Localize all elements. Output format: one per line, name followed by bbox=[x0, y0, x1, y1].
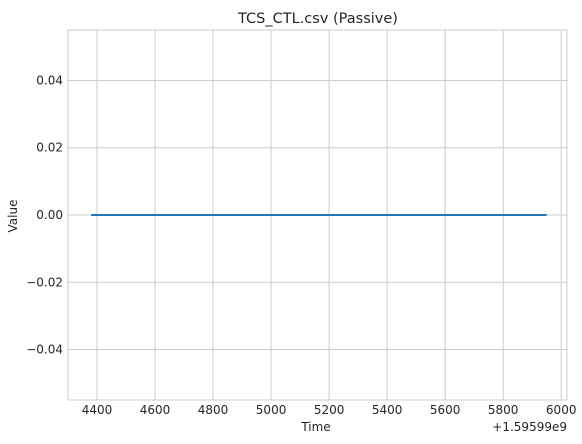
plot-frame bbox=[67, 29, 568, 401]
y-tick-label: −0.02 bbox=[26, 275, 63, 289]
y-tick-label: 0.02 bbox=[36, 141, 63, 155]
x-axis-label: Time bbox=[300, 420, 330, 434]
x-tick-label: 5200 bbox=[314, 403, 345, 417]
x-tick-label: 5400 bbox=[372, 403, 403, 417]
chart-title: TCS_CTL.csv (Passive) bbox=[237, 11, 398, 27]
x-tick-label: 6000 bbox=[546, 403, 577, 417]
y-tick-label: 0.00 bbox=[36, 208, 63, 222]
x-axis-offset-label: +1.59599e9 bbox=[492, 420, 567, 434]
x-tick-label: 4400 bbox=[82, 403, 113, 417]
y-axis-label: Value bbox=[6, 200, 20, 233]
x-tick-label: 5800 bbox=[488, 403, 519, 417]
plot-area: 4400 4600 4800 5000 5200 5400 5600 5800 6000 0.04… bbox=[26, 29, 577, 417]
y-tick-label: −0.04 bbox=[26, 343, 63, 357]
x-tick-label: 4800 bbox=[198, 403, 229, 417]
y-tick-label: 0.04 bbox=[36, 73, 63, 87]
x-tick-label: 4600 bbox=[140, 403, 171, 417]
x-tick-label: 5000 bbox=[256, 403, 287, 417]
x-tick-label: 5600 bbox=[430, 403, 461, 417]
